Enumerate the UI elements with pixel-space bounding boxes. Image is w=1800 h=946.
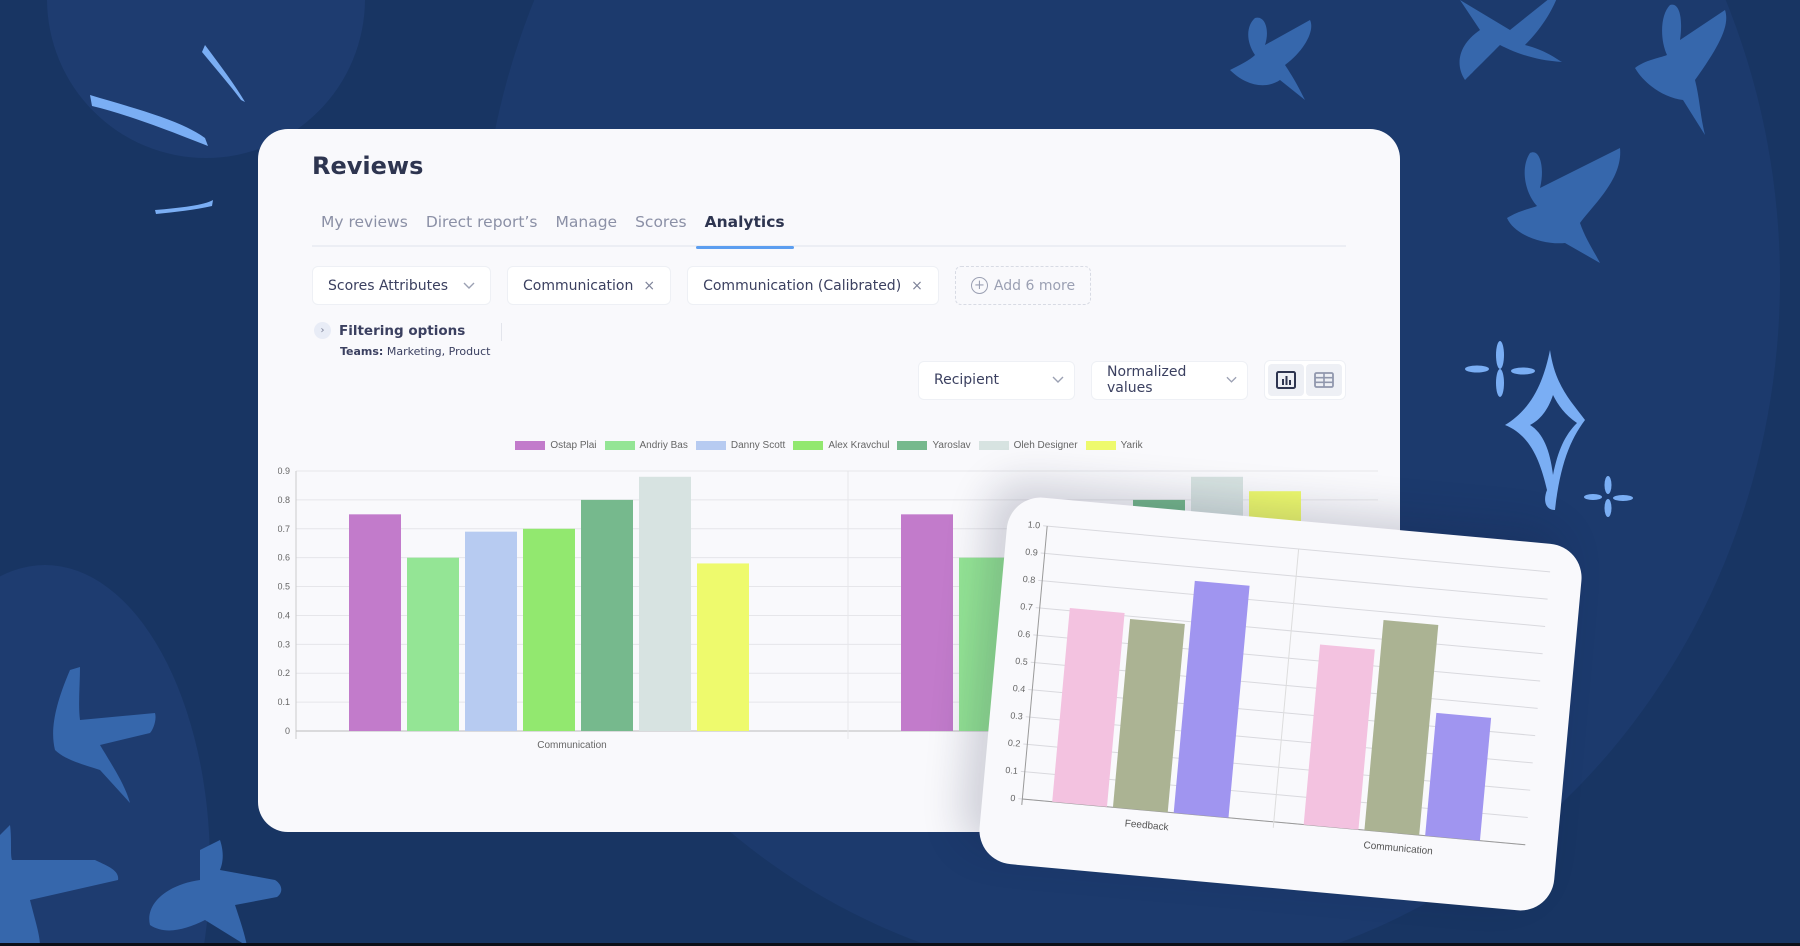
close-icon[interactable]: × xyxy=(643,277,656,294)
svg-text:0.3: 0.3 xyxy=(1010,710,1023,721)
svg-text:0.7: 0.7 xyxy=(1020,601,1033,612)
bird-icon xyxy=(1230,17,1312,100)
table-view-button[interactable] xyxy=(1306,364,1342,396)
divider xyxy=(501,323,502,341)
svg-text:0.1: 0.1 xyxy=(1005,765,1018,776)
legend-item[interactable]: Danny Scott xyxy=(695,440,786,451)
tab-manage[interactable]: Manage xyxy=(555,213,618,231)
chevron-down-icon xyxy=(1226,376,1237,383)
svg-text:0.8: 0.8 xyxy=(1022,574,1035,585)
bird-icon xyxy=(149,840,282,946)
bird-icon xyxy=(0,825,119,946)
values-mode-select[interactable]: Normalized values xyxy=(1091,360,1248,400)
svg-text:Communication: Communication xyxy=(1363,840,1433,857)
legend-item[interactable]: Andriy Bas xyxy=(604,440,688,451)
chevron-right-icon[interactable]: › xyxy=(314,322,331,339)
group-by-value: Recipient xyxy=(934,372,1000,388)
bird-icon xyxy=(1507,148,1621,263)
legend-label: Ostap Plai xyxy=(550,440,597,451)
attribute-filters: Scores Attributes Communication × Commun… xyxy=(312,266,1092,305)
svg-text:0.7: 0.7 xyxy=(278,524,290,534)
tab-analytics[interactable]: Analytics xyxy=(695,206,794,249)
tab-direct-reports[interactable]: Direct report’s xyxy=(425,213,538,231)
legend-item[interactable]: Ostap Plai xyxy=(515,440,597,451)
bottom-edge xyxy=(0,943,1800,946)
legend-swatch xyxy=(978,441,1009,450)
svg-text:0.3: 0.3 xyxy=(278,639,290,649)
legend-item[interactable]: Oleh Designer xyxy=(978,440,1078,451)
svg-text:0.9: 0.9 xyxy=(1025,547,1038,558)
svg-text:0.6: 0.6 xyxy=(1017,629,1030,640)
page-title: Reviews xyxy=(312,152,424,180)
legend-swatch xyxy=(695,441,726,450)
svg-text:0.4: 0.4 xyxy=(1012,683,1025,694)
comparison-chart-card: 0 0.1 0.2 0.3 0.4 0.5 0.6 0.7 0.8 0.9 1.0 Feedback C… xyxy=(976,494,1585,914)
table-icon xyxy=(1314,372,1334,388)
legend-item[interactable]: Alex Kravchul xyxy=(793,440,889,451)
values-mode-value: Normalized values xyxy=(1107,364,1187,396)
add-more-label: Add 6 more xyxy=(993,277,1076,294)
legend-label: Yaroslav xyxy=(932,440,971,451)
legend-swatch xyxy=(604,441,635,450)
svg-text:0.6: 0.6 xyxy=(278,553,290,563)
bird-icon xyxy=(1459,0,1562,80)
close-icon[interactable]: × xyxy=(911,277,923,294)
tab-scores[interactable]: Scores xyxy=(635,213,687,231)
filter-chip-communication-calibrated: Communication (Calibrated) × xyxy=(687,266,939,305)
sparkle-icon xyxy=(1465,341,1633,517)
chevron-down-icon xyxy=(1052,376,1064,383)
chip-label: Communication (Calibrated) xyxy=(703,277,902,294)
legend-label: Oleh Designer xyxy=(1013,440,1078,451)
chevron-down-icon xyxy=(463,282,475,289)
bird-icon xyxy=(1635,4,1727,135)
select-value: Scores Attributes xyxy=(328,277,449,294)
chart-controls: Recipient Normalized values xyxy=(918,360,1346,400)
svg-text:Feedback: Feedback xyxy=(1124,818,1170,833)
view-toggle xyxy=(1264,360,1346,400)
svg-text:Communication: Communication xyxy=(537,740,606,751)
legend-label: Danny Scott xyxy=(730,440,786,451)
tab-my-reviews[interactable]: My reviews xyxy=(321,213,408,231)
svg-text:0.2: 0.2 xyxy=(1007,738,1020,749)
bar-chart-view-button[interactable] xyxy=(1268,364,1304,396)
plus-circle-icon: + xyxy=(970,277,988,294)
legend-label: Yarik xyxy=(1120,440,1143,451)
legend-swatch xyxy=(897,441,928,450)
svg-text:0.5: 0.5 xyxy=(1015,656,1028,667)
bar-chart-icon xyxy=(1276,371,1296,389)
teams-value: Marketing, Product xyxy=(386,345,491,358)
tab-bar: My reviews Direct report’s Manage Scores… xyxy=(312,206,1346,249)
group-by-select[interactable]: Recipient xyxy=(918,360,1075,400)
add-more-button[interactable]: + Add 6 more xyxy=(954,266,1092,305)
legend-swatch xyxy=(793,441,824,450)
svg-text:1.0: 1.0 xyxy=(1027,519,1040,530)
svg-text:0: 0 xyxy=(285,726,290,736)
scores-attributes-select[interactable]: Scores Attributes xyxy=(312,266,491,305)
svg-text:0.1: 0.1 xyxy=(278,697,290,707)
svg-text:0.9: 0.9 xyxy=(278,466,290,476)
bird-icon xyxy=(53,667,156,803)
legend-label: Alex Kravchul xyxy=(828,440,890,451)
svg-text:0: 0 xyxy=(1010,793,1016,803)
svg-text:0.4: 0.4 xyxy=(278,610,290,620)
svg-text:0.5: 0.5 xyxy=(278,582,290,592)
legend-item[interactable]: Yarik xyxy=(1085,440,1143,451)
legend-item[interactable]: Yaroslav xyxy=(897,440,971,451)
motion-stroke-icon xyxy=(90,45,245,214)
legend-swatch xyxy=(1085,441,1116,450)
svg-text:0.2: 0.2 xyxy=(278,668,290,678)
chip-label: Communication xyxy=(523,277,634,294)
filter-chip-communication: Communication × xyxy=(507,266,672,305)
teams-filter-summary: Teams: Marketing, Product xyxy=(340,345,490,358)
chart-legend: Ostap Plai Andriy Bas Danny Scott Alex Krav… xyxy=(258,440,1400,451)
teams-label: Teams: xyxy=(340,345,384,358)
svg-text:0.8: 0.8 xyxy=(278,495,290,505)
bar-chart: 0 0.1 0.2 0.3 0.4 0.5 0.6 0.7 0.8 0.9 1.0 Feedback C… xyxy=(1005,519,1551,857)
legend-label: Andriy Bas xyxy=(639,440,688,451)
filtering-options-toggle[interactable]: Filtering options xyxy=(339,322,466,339)
filtering-options: › Filtering options Teams: Marketing, Pr… xyxy=(314,322,490,358)
legend-swatch xyxy=(515,441,546,450)
